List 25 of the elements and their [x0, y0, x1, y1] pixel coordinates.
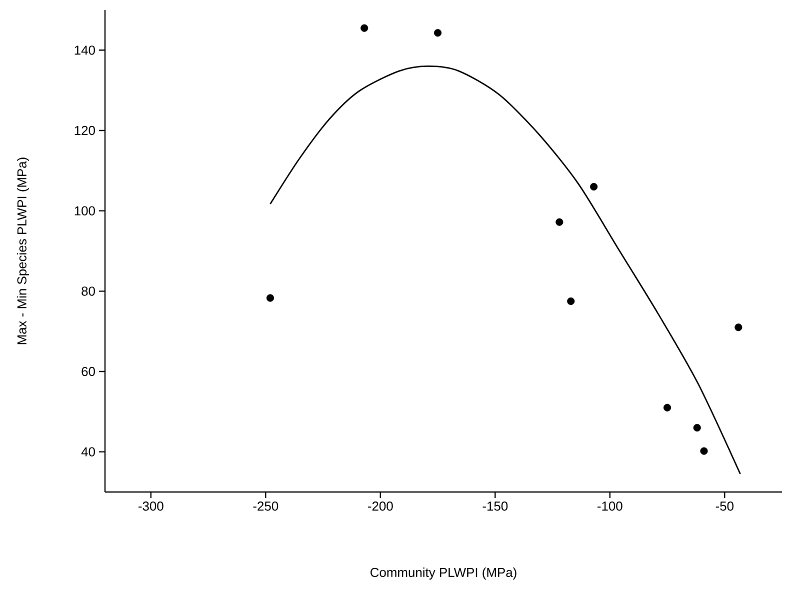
y-tick-label: 80 — [82, 286, 95, 296]
x-tick-label: -150 — [482, 502, 508, 511]
y-tick-label: 100 — [74, 206, 95, 216]
point — [434, 29, 442, 37]
x-tick-label: -250 — [253, 502, 278, 511]
y-axis-title: Max - Min Species PLWPI (MPa) — [16, 158, 30, 344]
x-tick-label: -50 — [716, 502, 734, 511]
point — [567, 297, 575, 305]
line-series — [270, 66, 741, 475]
point — [700, 447, 708, 455]
y-tick-label: 60 — [82, 366, 95, 376]
point — [360, 24, 368, 32]
x-tick-label: -200 — [368, 502, 393, 511]
y-tick-label: 140 — [74, 46, 95, 55]
point — [734, 324, 742, 332]
point — [590, 182, 598, 191]
y-tick-label: 40 — [81, 447, 95, 456]
x-tick-label: -100 — [598, 502, 622, 511]
point — [556, 218, 564, 226]
point — [693, 424, 701, 432]
point — [663, 404, 672, 412]
x-tick-label: -300 — [138, 502, 164, 511]
x-axis-title: Community PLWPI (MPa) — [370, 568, 516, 580]
point — [266, 294, 274, 302]
y-tick-label: 120 — [74, 126, 95, 136]
